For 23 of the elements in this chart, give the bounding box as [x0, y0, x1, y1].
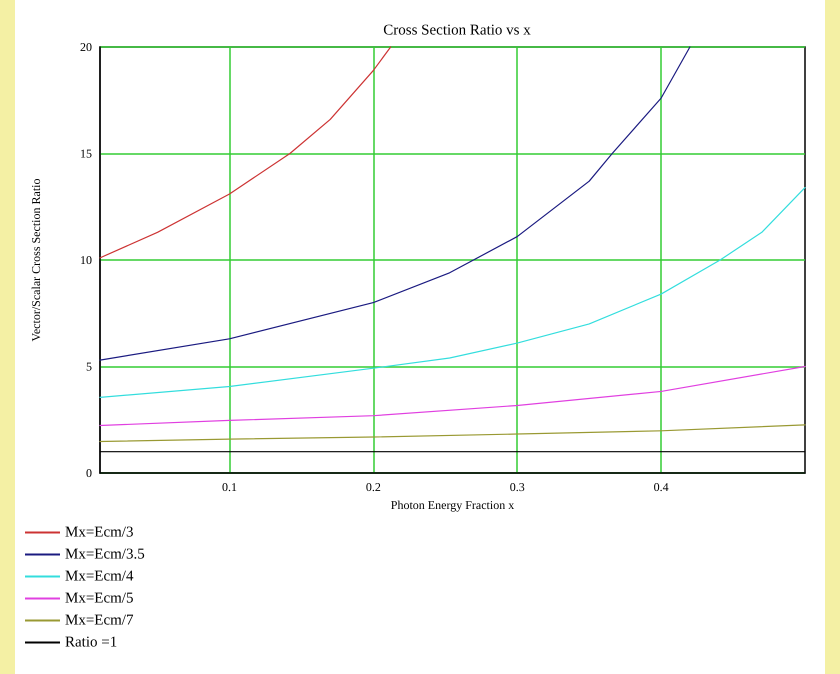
line-series	[99, 46, 392, 258]
x-tick-label: 0.2	[366, 480, 381, 494]
line-series	[99, 424, 806, 442]
y-tick-label: 10	[80, 253, 92, 267]
legend-label: Mx=Ecm/3	[65, 524, 134, 540]
line-series	[99, 186, 806, 398]
y-tick-label: 5	[86, 360, 92, 374]
x-tick-label: 0.1	[222, 480, 237, 494]
x-axis-title: Photon Energy Fraction x	[390, 498, 514, 512]
legend-label: Mx=Ecm/5	[65, 590, 134, 606]
x-tick-label: 0.4	[654, 480, 669, 494]
y-tick-label: 15	[80, 146, 92, 160]
line-series	[99, 366, 806, 426]
x-tick-label: 0.3	[510, 480, 525, 494]
legend-label: Ratio =1	[65, 634, 118, 650]
line-series	[99, 46, 690, 361]
legend-label: Mx=Ecm/3.5	[65, 546, 145, 562]
y-tick-label: 20	[80, 40, 92, 54]
y-tick-label: 0	[86, 466, 92, 480]
chart-title: Cross Section Ratio vs x	[383, 22, 532, 38]
legend-label: Mx=Ecm/7	[65, 612, 134, 628]
legend-label: Mx=Ecm/4	[65, 568, 134, 584]
y-axis-title: Vector/Scalar Cross Section Ratio	[29, 178, 43, 342]
